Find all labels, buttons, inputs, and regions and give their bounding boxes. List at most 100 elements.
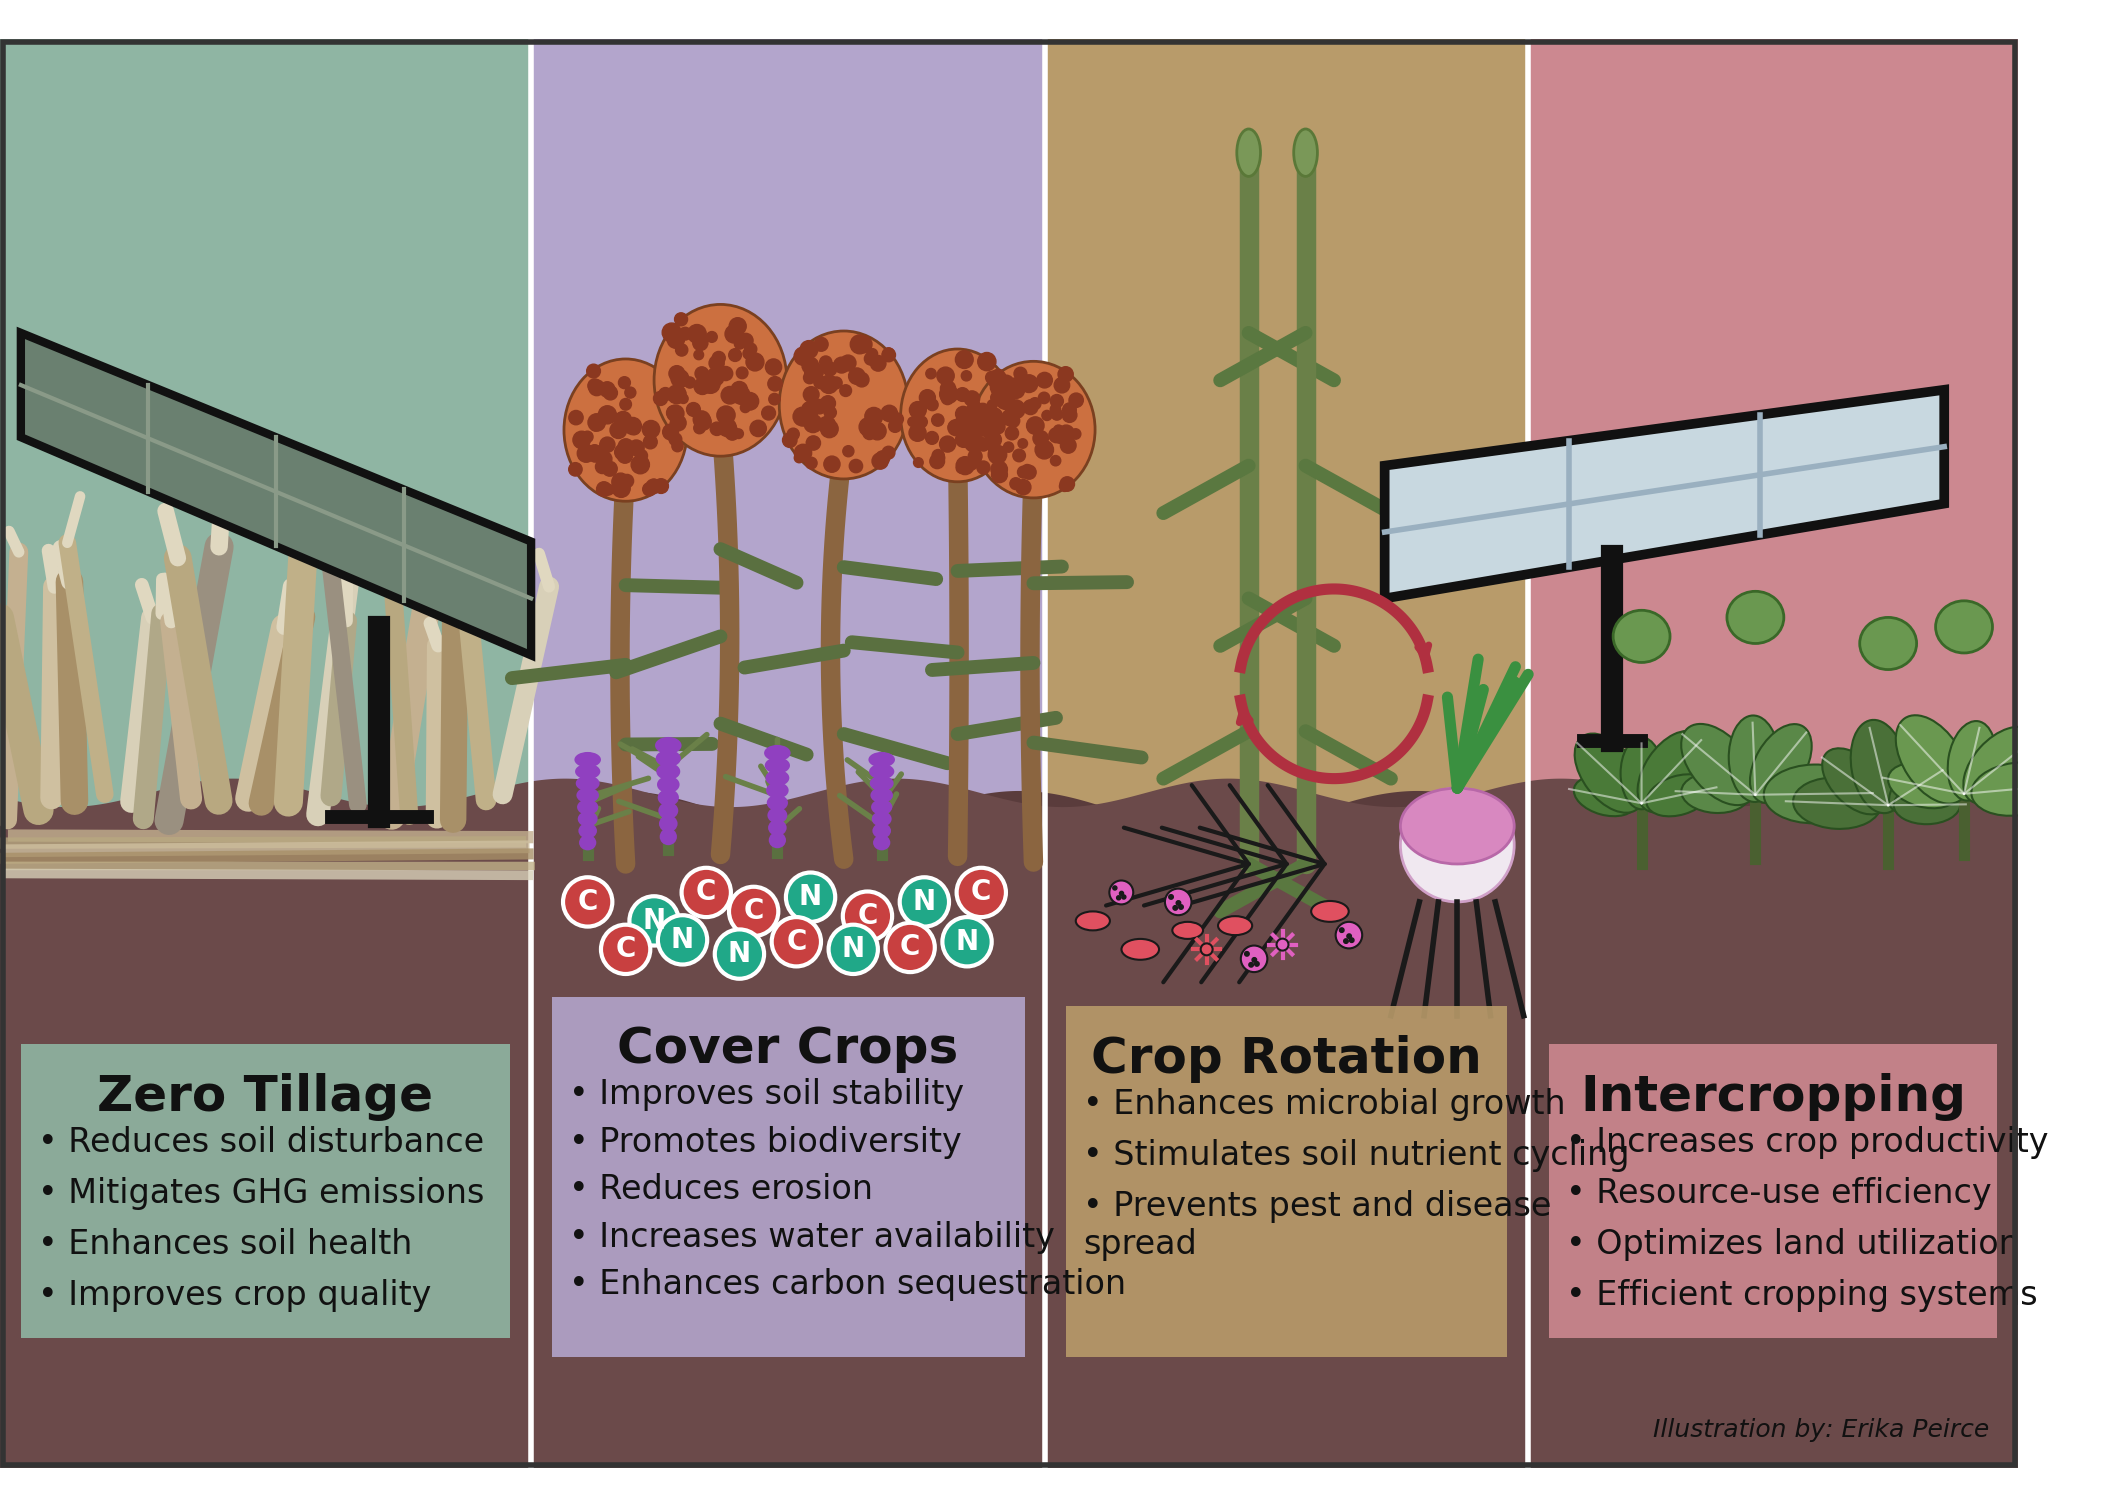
Ellipse shape	[900, 350, 1015, 482]
Circle shape	[855, 336, 872, 353]
Circle shape	[794, 445, 811, 461]
Circle shape	[1013, 449, 1026, 461]
Circle shape	[687, 324, 706, 344]
Circle shape	[1109, 880, 1134, 904]
Ellipse shape	[872, 811, 892, 827]
FancyBboxPatch shape	[1549, 1044, 1998, 1338]
Circle shape	[892, 413, 904, 425]
Circle shape	[687, 402, 700, 416]
Circle shape	[743, 348, 753, 359]
Circle shape	[587, 414, 604, 431]
Circle shape	[985, 371, 998, 384]
Ellipse shape	[1728, 591, 1783, 643]
Circle shape	[668, 366, 685, 381]
Ellipse shape	[1077, 912, 1111, 930]
Circle shape	[711, 422, 724, 436]
Circle shape	[966, 404, 981, 419]
Circle shape	[794, 407, 811, 426]
Circle shape	[660, 387, 672, 401]
Text: N: N	[843, 936, 864, 963]
Circle shape	[589, 380, 604, 396]
Circle shape	[604, 386, 617, 399]
Circle shape	[1017, 439, 1028, 448]
Circle shape	[915, 416, 928, 428]
Circle shape	[824, 407, 836, 419]
Circle shape	[736, 368, 747, 378]
Circle shape	[941, 436, 955, 452]
Polygon shape	[0, 818, 2017, 1468]
Text: Intercropping: Intercropping	[1579, 1073, 1966, 1121]
Ellipse shape	[660, 815, 677, 832]
Circle shape	[1179, 904, 1183, 909]
Circle shape	[813, 377, 826, 389]
Ellipse shape	[764, 744, 792, 761]
Circle shape	[600, 925, 651, 974]
Ellipse shape	[1860, 618, 1917, 669]
Circle shape	[1060, 481, 1070, 491]
Circle shape	[581, 431, 594, 443]
Circle shape	[589, 422, 600, 431]
Ellipse shape	[1639, 731, 1705, 812]
Circle shape	[909, 417, 917, 426]
Ellipse shape	[1681, 723, 1758, 805]
Ellipse shape	[768, 820, 787, 836]
Polygon shape	[1385, 390, 1945, 598]
Ellipse shape	[1971, 763, 2060, 815]
Circle shape	[592, 448, 602, 458]
Circle shape	[983, 429, 994, 440]
Ellipse shape	[1890, 763, 1943, 812]
Ellipse shape	[577, 799, 598, 815]
Circle shape	[636, 449, 647, 461]
Circle shape	[1051, 455, 1060, 466]
Circle shape	[883, 446, 896, 460]
Circle shape	[968, 449, 983, 463]
Circle shape	[632, 455, 649, 473]
Circle shape	[1011, 478, 1021, 490]
Ellipse shape	[1647, 775, 1711, 817]
Circle shape	[1347, 934, 1351, 939]
Circle shape	[807, 436, 821, 451]
Circle shape	[849, 460, 862, 473]
Circle shape	[970, 422, 983, 436]
Circle shape	[706, 332, 717, 342]
Ellipse shape	[1173, 922, 1202, 939]
Circle shape	[913, 428, 924, 440]
Circle shape	[926, 431, 938, 445]
Circle shape	[628, 440, 645, 455]
Circle shape	[900, 877, 949, 927]
Circle shape	[766, 359, 781, 375]
Circle shape	[670, 369, 689, 387]
Circle shape	[934, 454, 945, 463]
Ellipse shape	[1622, 737, 1662, 809]
Circle shape	[615, 417, 626, 429]
Circle shape	[783, 433, 798, 448]
Ellipse shape	[870, 799, 892, 815]
Circle shape	[915, 402, 926, 413]
Text: • Stimulates soil nutrient cycling: • Stimulates soil nutrient cycling	[1083, 1139, 1630, 1172]
Circle shape	[587, 445, 602, 460]
Circle shape	[706, 368, 724, 386]
Circle shape	[1277, 939, 1287, 951]
Circle shape	[672, 440, 683, 452]
Text: • Prevents pest and disease
spread: • Prevents pest and disease spread	[1083, 1191, 1551, 1261]
Circle shape	[1200, 943, 1213, 955]
Circle shape	[975, 420, 992, 436]
Circle shape	[1173, 906, 1177, 910]
Circle shape	[1043, 410, 1051, 420]
Bar	[0, 39, 530, 1468]
Circle shape	[564, 877, 613, 927]
Circle shape	[1049, 428, 1064, 443]
Ellipse shape	[872, 823, 892, 838]
Ellipse shape	[766, 770, 789, 787]
Circle shape	[851, 335, 868, 354]
Circle shape	[987, 371, 1007, 389]
Circle shape	[738, 333, 753, 348]
Circle shape	[1055, 433, 1066, 443]
Polygon shape	[21, 333, 532, 656]
Circle shape	[730, 886, 779, 936]
Circle shape	[977, 461, 990, 475]
Circle shape	[885, 922, 934, 972]
Ellipse shape	[1964, 726, 2036, 803]
Circle shape	[1251, 957, 1258, 961]
Circle shape	[666, 405, 681, 420]
